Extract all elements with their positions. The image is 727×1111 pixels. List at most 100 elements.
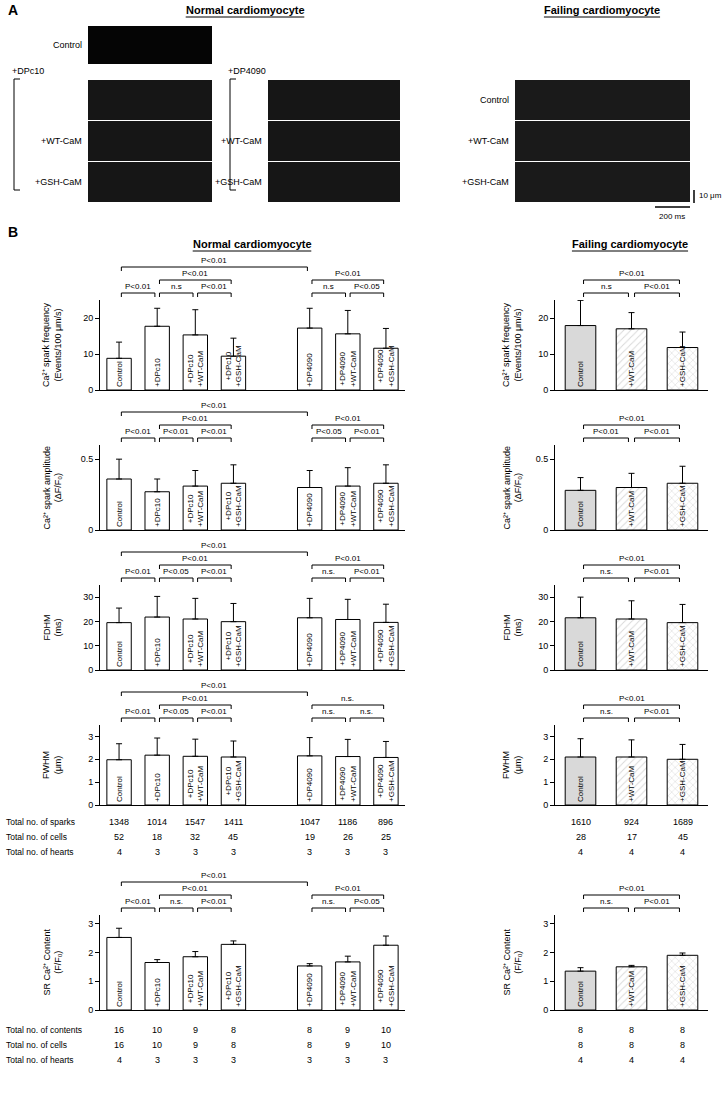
svg-text:FDHM(ms): FDHM(ms): [502, 615, 524, 641]
svg-text:Control: Control: [576, 981, 585, 1007]
svg-text:Control: Control: [576, 776, 585, 802]
svg-text:Ca²⁺ spark frequency(Events/10: Ca²⁺ spark frequency(Events/100 μm/s): [501, 302, 523, 387]
svg-text:P<0.01: P<0.01: [619, 269, 645, 278]
svg-text:Total no. of hearts: Total no. of hearts: [6, 1055, 74, 1065]
svg-text:P<0.01: P<0.01: [201, 541, 227, 550]
svg-text:10: 10: [538, 641, 548, 651]
svg-text:3: 3: [193, 1055, 198, 1065]
svg-text:+DPc10+WT-CaM: +DPc10+WT-CaM: [186, 350, 205, 387]
svg-text:Control: Control: [115, 501, 124, 527]
svg-text:P<0.01: P<0.01: [201, 681, 227, 690]
svg-text:3: 3: [88, 919, 93, 929]
svg-text:P<0.01: P<0.01: [335, 554, 361, 563]
svg-text:3: 3: [231, 1055, 236, 1065]
svg-text:4: 4: [680, 847, 685, 857]
svg-text:19: 19: [305, 832, 315, 842]
svg-text:10: 10: [152, 1040, 162, 1050]
svg-text:P<0.01: P<0.01: [125, 707, 151, 716]
svg-text:10: 10: [83, 349, 93, 359]
svg-text:1547: 1547: [185, 817, 205, 827]
svg-text:+DP4090+GSH-CaM: +DP4090+GSH-CaM: [376, 345, 395, 387]
svg-text:4: 4: [629, 1055, 634, 1065]
svg-text:P<0.01: P<0.01: [201, 427, 227, 436]
svg-text:1: 1: [88, 976, 93, 986]
svg-text:n.s.: n.s.: [600, 897, 613, 906]
svg-text:+DPc10+WT-CaM: +DPc10+WT-CaM: [186, 970, 205, 1007]
svg-text:45: 45: [678, 832, 688, 842]
svg-text:P<0.01: P<0.01: [182, 554, 208, 563]
svg-text:Control: Control: [115, 981, 124, 1007]
svg-text:3: 3: [345, 1055, 350, 1065]
svg-text:0.5: 0.5: [536, 454, 549, 464]
svg-text:32: 32: [190, 832, 200, 842]
svg-text:+DP4090+WT-CaM: +DP4090+WT-CaM: [338, 490, 357, 527]
svg-text:Control: Control: [115, 776, 124, 802]
svg-text:P<0.05: P<0.05: [316, 427, 342, 436]
svg-text:3: 3: [383, 1055, 388, 1065]
svg-text:P<0.05: P<0.05: [163, 707, 189, 716]
svg-text:FWHM(μm): FWHM(μm): [501, 751, 523, 779]
svg-text:n.s.: n.s.: [322, 567, 335, 576]
svg-text:Failing cardiomyocyte: Failing cardiomyocyte: [572, 238, 688, 250]
svg-text:P<0.01: P<0.01: [335, 269, 361, 278]
svg-text:n.s.: n.s.: [341, 694, 354, 703]
svg-text:P<0.01: P<0.01: [354, 427, 380, 436]
svg-text:8: 8: [307, 1040, 312, 1050]
svg-text:Total no. of sparks: Total no. of sparks: [6, 817, 75, 827]
svg-text:n.s: n.s: [323, 282, 334, 291]
svg-text:+GSH-CaM: +GSH-CaM: [678, 625, 687, 667]
svg-text:Control: Control: [576, 501, 585, 527]
svg-text:4: 4: [578, 847, 583, 857]
svg-text:+WT-CaM: +WT-CaM: [627, 630, 636, 667]
svg-text:9: 9: [345, 1025, 350, 1035]
svg-text:3: 3: [155, 1055, 160, 1065]
svg-text:+WT-CaM: +WT-CaM: [468, 136, 509, 146]
svg-text:Control: Control: [115, 361, 124, 387]
svg-text:Ca²⁺ spark amplitude(ΔF/F₀): Ca²⁺ spark amplitude(ΔF/F₀): [502, 446, 524, 530]
svg-text:16: 16: [114, 1040, 124, 1050]
svg-text:+WT-CaM: +WT-CaM: [41, 136, 82, 146]
svg-text:+DPc10+GSH-CaM: +DPc10+GSH-CaM: [224, 625, 243, 667]
svg-text:Ca²⁺ spark amplitude(ΔF/F₀): Ca²⁺ spark amplitude(ΔF/F₀): [42, 446, 64, 530]
svg-text:Total no. of cells: Total no. of cells: [6, 1040, 67, 1050]
svg-text:P<0.01: P<0.01: [644, 427, 670, 436]
svg-text:4: 4: [629, 847, 634, 857]
svg-text:4: 4: [680, 1055, 685, 1065]
svg-text:30: 30: [83, 592, 93, 602]
svg-text:+WT-CaM: +WT-CaM: [627, 765, 636, 802]
svg-text:SR Ca²⁺ Content(F/F₀): SR Ca²⁺ Content(F/F₀): [502, 928, 524, 995]
svg-text:3: 3: [307, 847, 312, 857]
svg-text:+DP4090+WT-CaM: +DP4090+WT-CaM: [338, 970, 357, 1007]
svg-text:1689: 1689: [673, 817, 693, 827]
svg-text:P<0.05: P<0.05: [354, 282, 380, 291]
svg-text:P<0.01: P<0.01: [201, 282, 227, 291]
svg-text:20: 20: [83, 617, 93, 627]
svg-text:P<0.01: P<0.01: [182, 694, 208, 703]
svg-text:3: 3: [88, 732, 93, 742]
svg-text:+GSH-CaM: +GSH-CaM: [678, 965, 687, 1007]
svg-text:10: 10: [152, 1025, 162, 1035]
svg-text:P<0.01: P<0.01: [125, 427, 151, 436]
svg-text:0: 0: [543, 525, 548, 535]
svg-text:Ca²⁺ spark frequency(Events/10: Ca²⁺ spark frequency(Events/100 μm/s): [41, 302, 63, 387]
svg-text:+DP4090: +DP4090: [305, 633, 314, 667]
svg-text:Total no. of cells: Total no. of cells: [6, 832, 67, 842]
svg-text:+DPc10: +DPc10: [153, 358, 162, 387]
svg-text:200 ms: 200 ms: [659, 212, 685, 221]
svg-text:+DP4090: +DP4090: [305, 768, 314, 802]
svg-text:P<0.01: P<0.01: [644, 707, 670, 716]
svg-text:4: 4: [578, 1055, 583, 1065]
svg-text:+GSH-CaM: +GSH-CaM: [678, 345, 687, 387]
svg-text:2: 2: [543, 948, 548, 958]
svg-text:3: 3: [543, 919, 548, 929]
svg-text:P<0.01: P<0.01: [125, 567, 151, 576]
svg-text:+DP4090+GSH-CaM: +DP4090+GSH-CaM: [376, 625, 395, 667]
svg-text:0: 0: [88, 385, 93, 395]
svg-text:+DP4090: +DP4090: [305, 353, 314, 387]
svg-text:Control: Control: [115, 641, 124, 667]
svg-text:3: 3: [155, 847, 160, 857]
svg-text:2: 2: [88, 754, 93, 764]
svg-text:52: 52: [114, 832, 124, 842]
svg-text:8: 8: [629, 1025, 634, 1035]
svg-text:+DPc10: +DPc10: [153, 498, 162, 527]
